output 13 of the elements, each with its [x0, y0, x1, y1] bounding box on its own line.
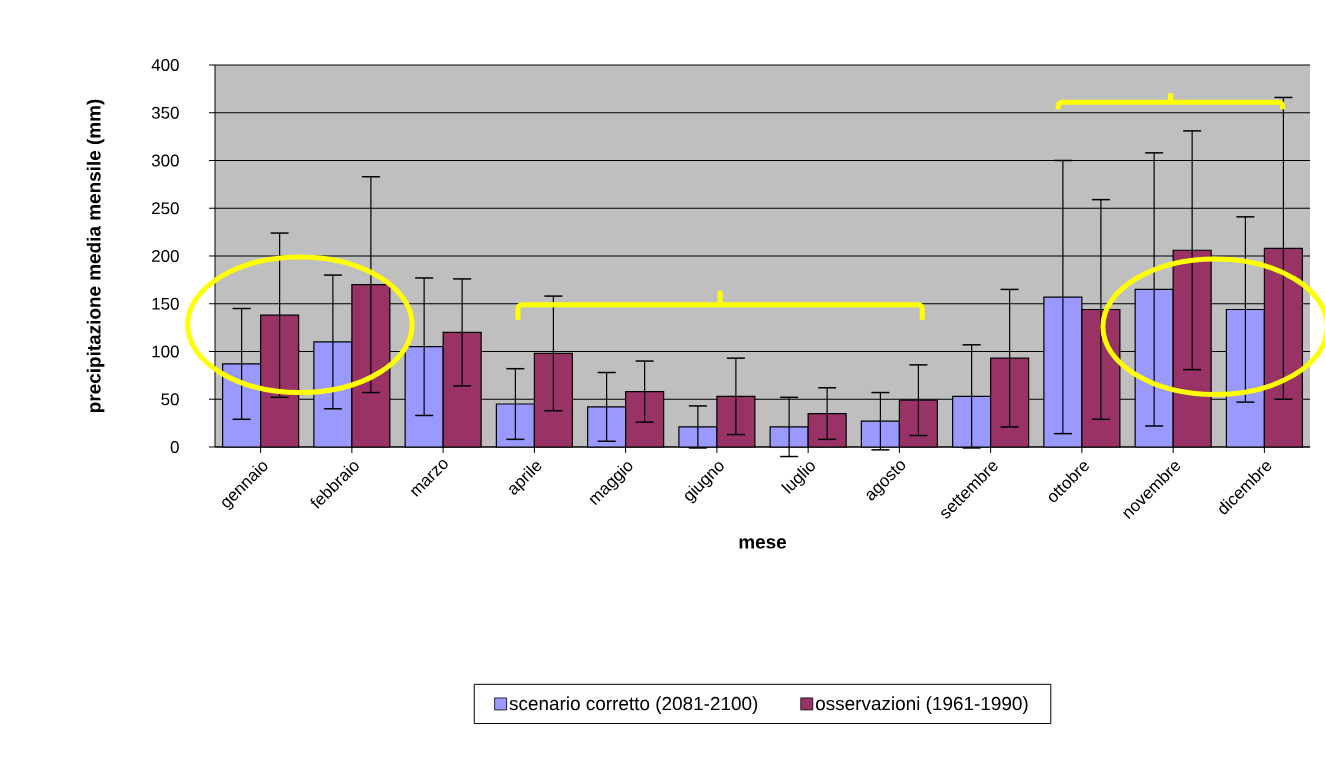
- y-tick-label: 350: [151, 106, 179, 119]
- x-axis-title: mese: [739, 538, 787, 549]
- y-tick-label: 150: [152, 297, 179, 310]
- y-tick-label: 300: [151, 154, 179, 167]
- y-tick-label: 200: [152, 249, 179, 262]
- y-axis-title: precipitazione media mensile (mm): [86, 99, 105, 413]
- y-tick-label: 400: [151, 58, 179, 71]
- y-tick-label: 50: [161, 393, 179, 406]
- y-tick-label: 0: [170, 441, 179, 453]
- y-tick-label: 100: [152, 345, 179, 358]
- legend-label: osservazioni (1961-1990): [815, 696, 1028, 714]
- y-tick-label: 250: [152, 202, 179, 215]
- legend-label: scenario corretto (2081-2100): [509, 696, 758, 714]
